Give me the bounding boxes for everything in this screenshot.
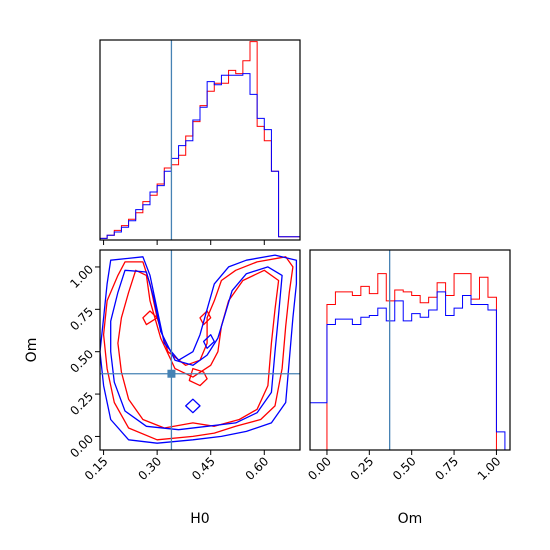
h0-hist-series-1	[99, 73, 301, 240]
contour-x-tick-label-2: 0.45	[189, 454, 218, 483]
y-axis-label-om: Om	[24, 338, 40, 363]
om-hist-tick-label-4: 1.00	[475, 454, 504, 483]
om-hist-tick-label-0: 0.00	[305, 454, 334, 483]
h0-hist-frame	[99, 39, 301, 241]
om-hist-series-0	[310, 273, 505, 451]
contour-series-0-level-1	[117, 269, 280, 429]
contour-y-tick-label-0: 0.00	[67, 432, 96, 461]
contour-series-0-level-3	[199, 310, 212, 326]
contour-truth-marker	[167, 369, 176, 378]
om-hist-tick-label-1: 0.25	[348, 454, 377, 483]
contour-series-1-level-2	[185, 398, 201, 414]
contour-y-tick-label-1: 0.25	[67, 389, 96, 418]
contour-x-tick-label-3: 0.60	[243, 454, 272, 483]
om-hist-frame	[309, 249, 511, 451]
contour-y-tick-label-4: 1.00	[67, 262, 96, 291]
contour-series-0-level-4	[142, 310, 158, 326]
contour-x-tick-label-0: 0.15	[82, 454, 111, 483]
om-hist-tick-label-2: 0.50	[390, 454, 419, 483]
contour-series-0-level-2	[188, 367, 208, 387]
contour-y-tick-label-3: 0.75	[67, 305, 96, 334]
om-hist-tick-label-3: 0.75	[432, 454, 461, 483]
contour-series-0-level-0	[102, 256, 294, 441]
contour-frame	[99, 249, 301, 451]
x-axis-label-h0: H0	[190, 511, 209, 527]
contour-series-1-level-0	[100, 254, 298, 444]
om-hist-series-1	[309, 291, 506, 450]
contour-series-1-level-3	[202, 334, 215, 349]
contour-series-1-level-1	[110, 266, 283, 431]
x-axis-label-om: Om	[398, 511, 423, 527]
om-histogram-panel: 0.00 0.25 0.50 0.75 1.00	[305, 249, 511, 483]
h0-histogram-panel	[99, 39, 301, 245]
h0-om-contour-panel: 0.15 0.30 0.45 0.60 0.00 0.25 0.50 0.75 1.00	[67, 249, 301, 483]
contour-lines-group	[100, 254, 298, 444]
contour-y-tick-label-2: 0.50	[67, 347, 96, 376]
contour-x-tick-label-1: 0.30	[135, 454, 164, 483]
h0-hist-series-0	[99, 41, 301, 240]
